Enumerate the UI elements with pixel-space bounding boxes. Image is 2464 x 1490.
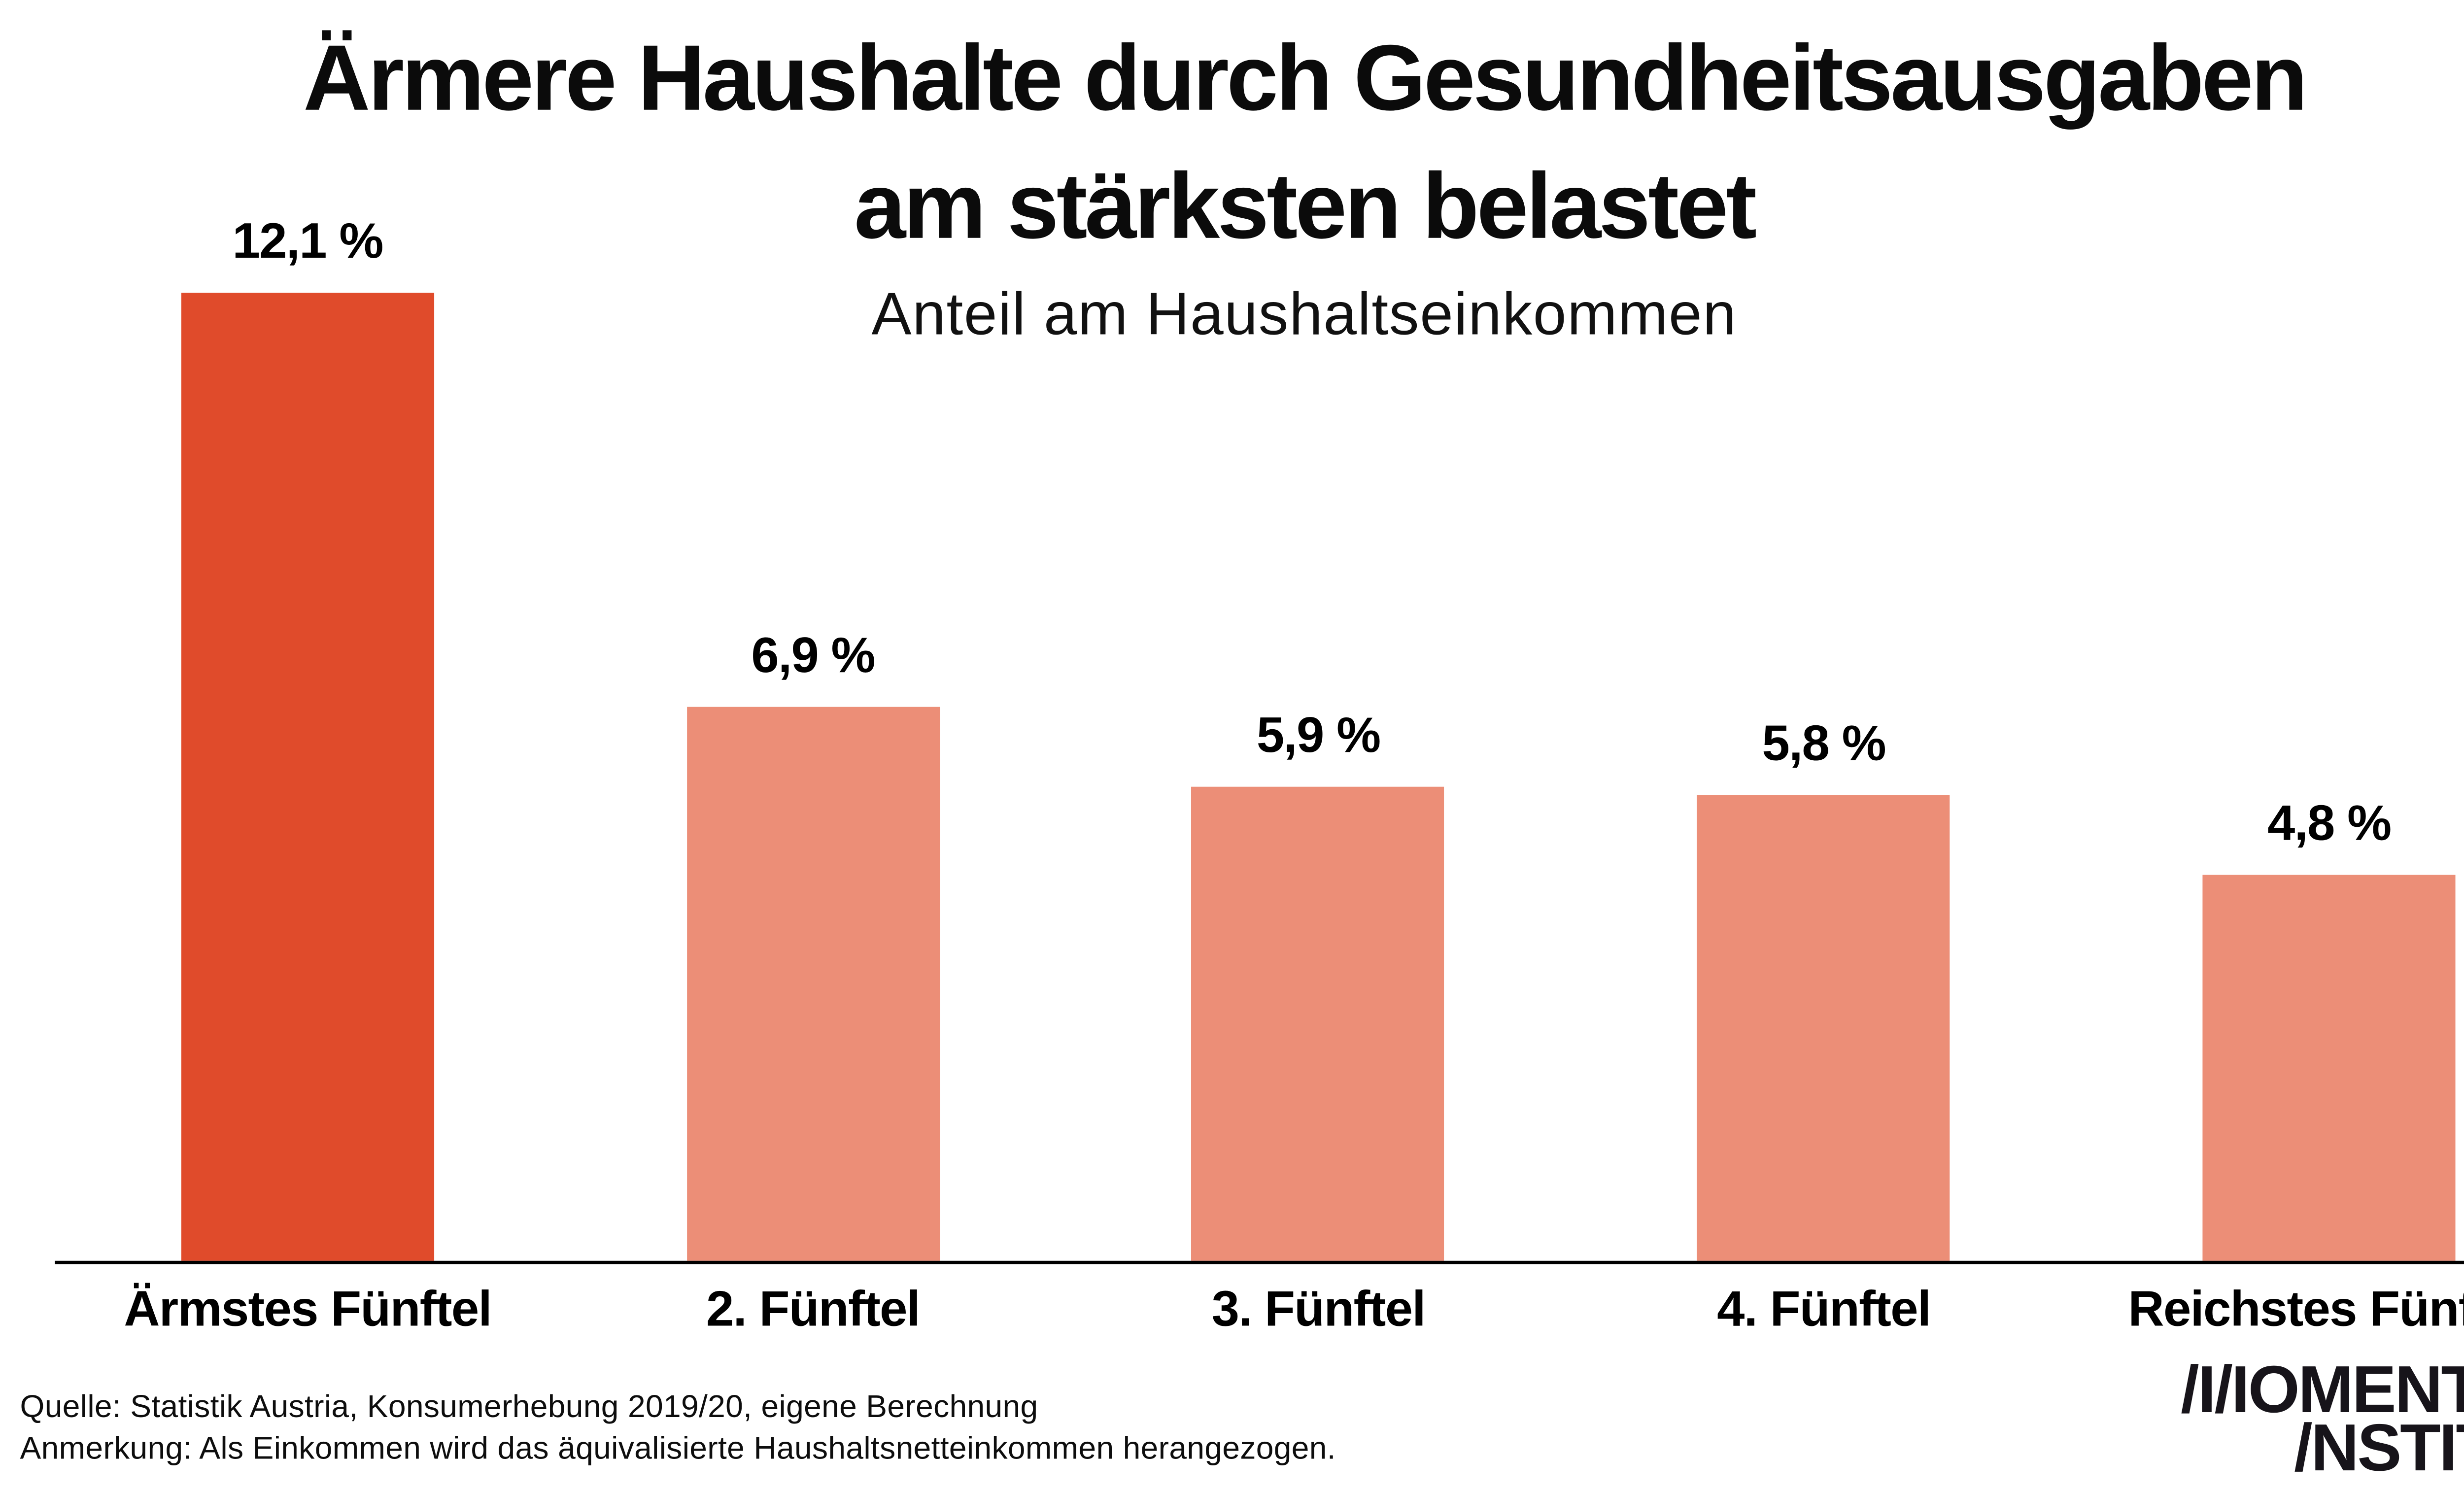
bar-slot: 5,9 % (1065, 214, 1571, 1261)
bar-slot: 5,8 % (1571, 214, 2077, 1261)
category-label-reichstes-fuenftel: Reichstes Fünftel (2128, 1282, 2464, 1338)
bar-value-label: 12,1 % (232, 214, 384, 270)
bar-value-label: 5,9 % (1256, 709, 1381, 764)
chart-subtitle: Anteil am Haushaltseinkommen (871, 279, 1737, 348)
bar-slot: 4,8 % (2077, 214, 2464, 1261)
chart-title-line-2: am stärksten belastet (854, 153, 1757, 258)
bar-reichstes-fuenftel (2202, 875, 2456, 1261)
bar-column: 4,8 % (2077, 214, 2464, 1261)
bar-column: 5,9 % (1065, 214, 1571, 1261)
bar-value-label: 6,9 % (751, 629, 875, 684)
x-axis-line (55, 1260, 2464, 1264)
momentum-institut-logo: /I/IOMENTUM /NSTITUT (2181, 1354, 2464, 1486)
bar-2-fuenftel (686, 707, 940, 1261)
title-block: Ärmere Haushalte durch Gesundheitsausgab… (0, 13, 2464, 349)
footer-notes: Quelle: Statistik Austria, Konsumerhebun… (20, 1389, 1336, 1470)
method-note: Anmerkung: Als Einkommen wird das äquiva… (20, 1431, 1336, 1466)
bar-column: 5,8 % (1571, 214, 2077, 1261)
bar-chart-plot-area: 12,1 % 6,9 % 5,9 % 5,8 % (55, 214, 2464, 1261)
bar-value-label: 5,8 % (1762, 717, 1886, 772)
chart-title-line-1: Ärmere Haushalte durch Gesundheitsausgab… (303, 25, 2308, 130)
category-labels-row: Ärmstes Fünftel 2. Fünftel 3. Fünftel 4.… (55, 1283, 2464, 1339)
bar-slot: 12,1 % (55, 214, 560, 1261)
category-label-3-fuenftel: 3. Fünftel (1211, 1282, 1426, 1338)
bar-slot: 6,9 % (560, 214, 1066, 1261)
category-label-aermstes-fuenftel: Ärmstes Fünftel (124, 1282, 492, 1338)
bar-3-fuenftel (1192, 787, 1445, 1261)
bar-value-label: 4,8 % (2267, 797, 2392, 852)
bar-column: 6,9 % (560, 214, 1066, 1261)
source-note: Quelle: Statistik Austria, Konsumerhebun… (20, 1390, 1038, 1425)
category-label-4-fuenftel: 4. Fünftel (1717, 1282, 1931, 1338)
logo-line-2: /NSTITUT (2294, 1412, 2464, 1486)
bar-aermstes-fuenftel (181, 293, 434, 1261)
bar-4-fuenftel (1697, 795, 1951, 1261)
bar-column: 12,1 % (55, 214, 560, 1261)
category-label-2-fuenftel: 2. Fünftel (706, 1282, 921, 1338)
logo-line-1: /I/IOMENTUM (2181, 1354, 2464, 1427)
chart-title: Ärmere Haushalte durch Gesundheitsausgab… (0, 13, 2464, 270)
